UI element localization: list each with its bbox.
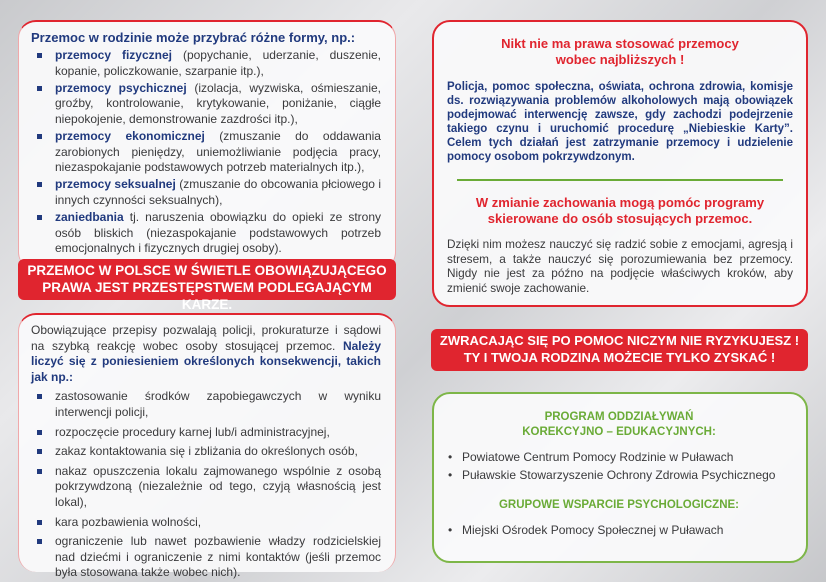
list-item: zakaz kontaktowania się i zbliżania do o… <box>31 444 381 460</box>
support-title: GRUPOWE WSPARCIE PSYCHOLOGICZNE: <box>498 499 740 511</box>
list-item: Puławskie Stowarzyszenie Ochrony Zdrowia… <box>446 466 792 484</box>
desc: (izolacja, wyzwiska, ośmieszanie, groźby… <box>55 80 381 126</box>
list-item: przemocy seksualnej (zmuszanie do obcowa… <box>31 177 381 208</box>
term: zaniedbania <box>55 209 124 224</box>
consequences-card: Obowiązujące przepisy pozwalają policji,… <box>18 313 396 579</box>
list-item: zastosowanie środków zapobiegawczych w w… <box>31 389 381 420</box>
list-item: przemocy fizycznej (popychanie, uderzani… <box>31 48 381 79</box>
support-list: Miejski Ośrodek Pomocy Społecznej w Puła… <box>446 521 792 539</box>
forms-title: Przemoc w rodzinie może przybrać różne f… <box>31 30 356 45</box>
list-item: przemocy psychicznej (izolacja, wyzwiska… <box>31 81 381 128</box>
law-banner: PRZEMOC W POLSCE W ŚWIETLE OBOWIĄZUJĄCEG… <box>18 259 396 312</box>
program-list: Powiatowe Centrum Pomocy Rodzinie w Puła… <box>446 448 792 484</box>
no-right-title: wobec najbliższych ! <box>555 52 685 67</box>
term: przemocy psychicznej <box>55 80 187 95</box>
consequences-intro: Obowiązujące przepisy pozwalają policji,… <box>31 323 381 385</box>
programs-card: PROGRAM ODDZIAŁYWAŃ KOREKCYJNO – EDUKACY… <box>432 392 808 563</box>
programs-title: W zmianie zachowania mogą pomóc programy <box>475 195 765 210</box>
list-item: Powiatowe Centrum Pomocy Rodzinie w Puła… <box>446 448 792 466</box>
list-item: Miejski Ośrodek Pomocy Społecznej w Puła… <box>446 521 792 539</box>
forms-card: Przemoc w rodzinie może przybrać różne f… <box>18 20 396 270</box>
programs-title: skierowane do osób stosujących przemoc. <box>487 211 753 226</box>
desc: tj. naruszenia obowiązku do opieki ze st… <box>55 209 381 256</box>
intro-bold: Należy liczyć się z poniesieniem określo… <box>31 338 381 384</box>
help-banner-line: ZWRACAJĄC SIĘ PO POMOC NICZYM NIE RYZYKU… <box>439 333 800 348</box>
divider <box>457 179 783 181</box>
term: przemocy seksualnej <box>55 177 176 192</box>
list-item: rozpoczęcie procedury karnej lub/i admin… <box>31 425 381 441</box>
desc: (zmuszanie do oddawania zarobionych pien… <box>55 128 381 175</box>
list-item: kara pozbawienia wolności, <box>31 515 381 531</box>
list-item: przemocy ekonomicznej (zmuszanie do odda… <box>31 129 381 176</box>
program-title: PROGRAM ODDZIAŁYWAŃ <box>544 411 694 423</box>
list-item: zaniedbania tj. naruszenia obowiązku do … <box>31 210 381 257</box>
list-item: ograniczenie lub nawet pozbawienie władz… <box>31 534 381 581</box>
programs-body: Dzięki nim możesz nauczyć się radzić sob… <box>447 237 793 295</box>
help-banner-line: TY I TWOJA RODZINA MOŻECIE TYLKO ZYSKAĆ … <box>463 350 776 365</box>
term: przemocy ekonomicznej <box>55 128 205 143</box>
desc: (zmuszanie do obcowania płciowego i inny… <box>55 177 381 207</box>
law-banner-line: PRZEMOC W POLSCE W ŚWIETLE OBOWIĄZUJĄCEG… <box>27 263 387 278</box>
forms-list: przemocy fizycznej (popychanie, uderzani… <box>31 48 381 257</box>
help-banner: ZWRACAJĄC SIĘ PO POMOC NICZYM NIE RYZYKU… <box>431 329 808 371</box>
no-right-body: Policja, pomoc społeczna, oświata, ochro… <box>447 81 793 163</box>
intro-text: Obowiązujące przepisy pozwalają policji,… <box>31 323 381 353</box>
list-item: nakaz opuszczenia lokalu zajmowanego wsp… <box>31 464 381 511</box>
term: przemocy fizycznej <box>55 48 172 62</box>
no-right-card: Nikt nie ma prawa stosować przemocy wobe… <box>432 20 808 307</box>
desc: (popychanie, uderzanie, duszenie, kopani… <box>55 48 381 78</box>
program-title: KOREKCYJNO – EDUKACYJNYCH: <box>522 426 716 438</box>
no-right-title: Nikt nie ma prawa stosować przemocy <box>501 36 739 51</box>
consequences-list: zastosowanie środków zapobiegawczych w w… <box>31 389 381 581</box>
law-banner-line: PRAWA JEST PRZESTĘPSTWEM PODLEGAJĄCYM KA… <box>42 280 372 312</box>
